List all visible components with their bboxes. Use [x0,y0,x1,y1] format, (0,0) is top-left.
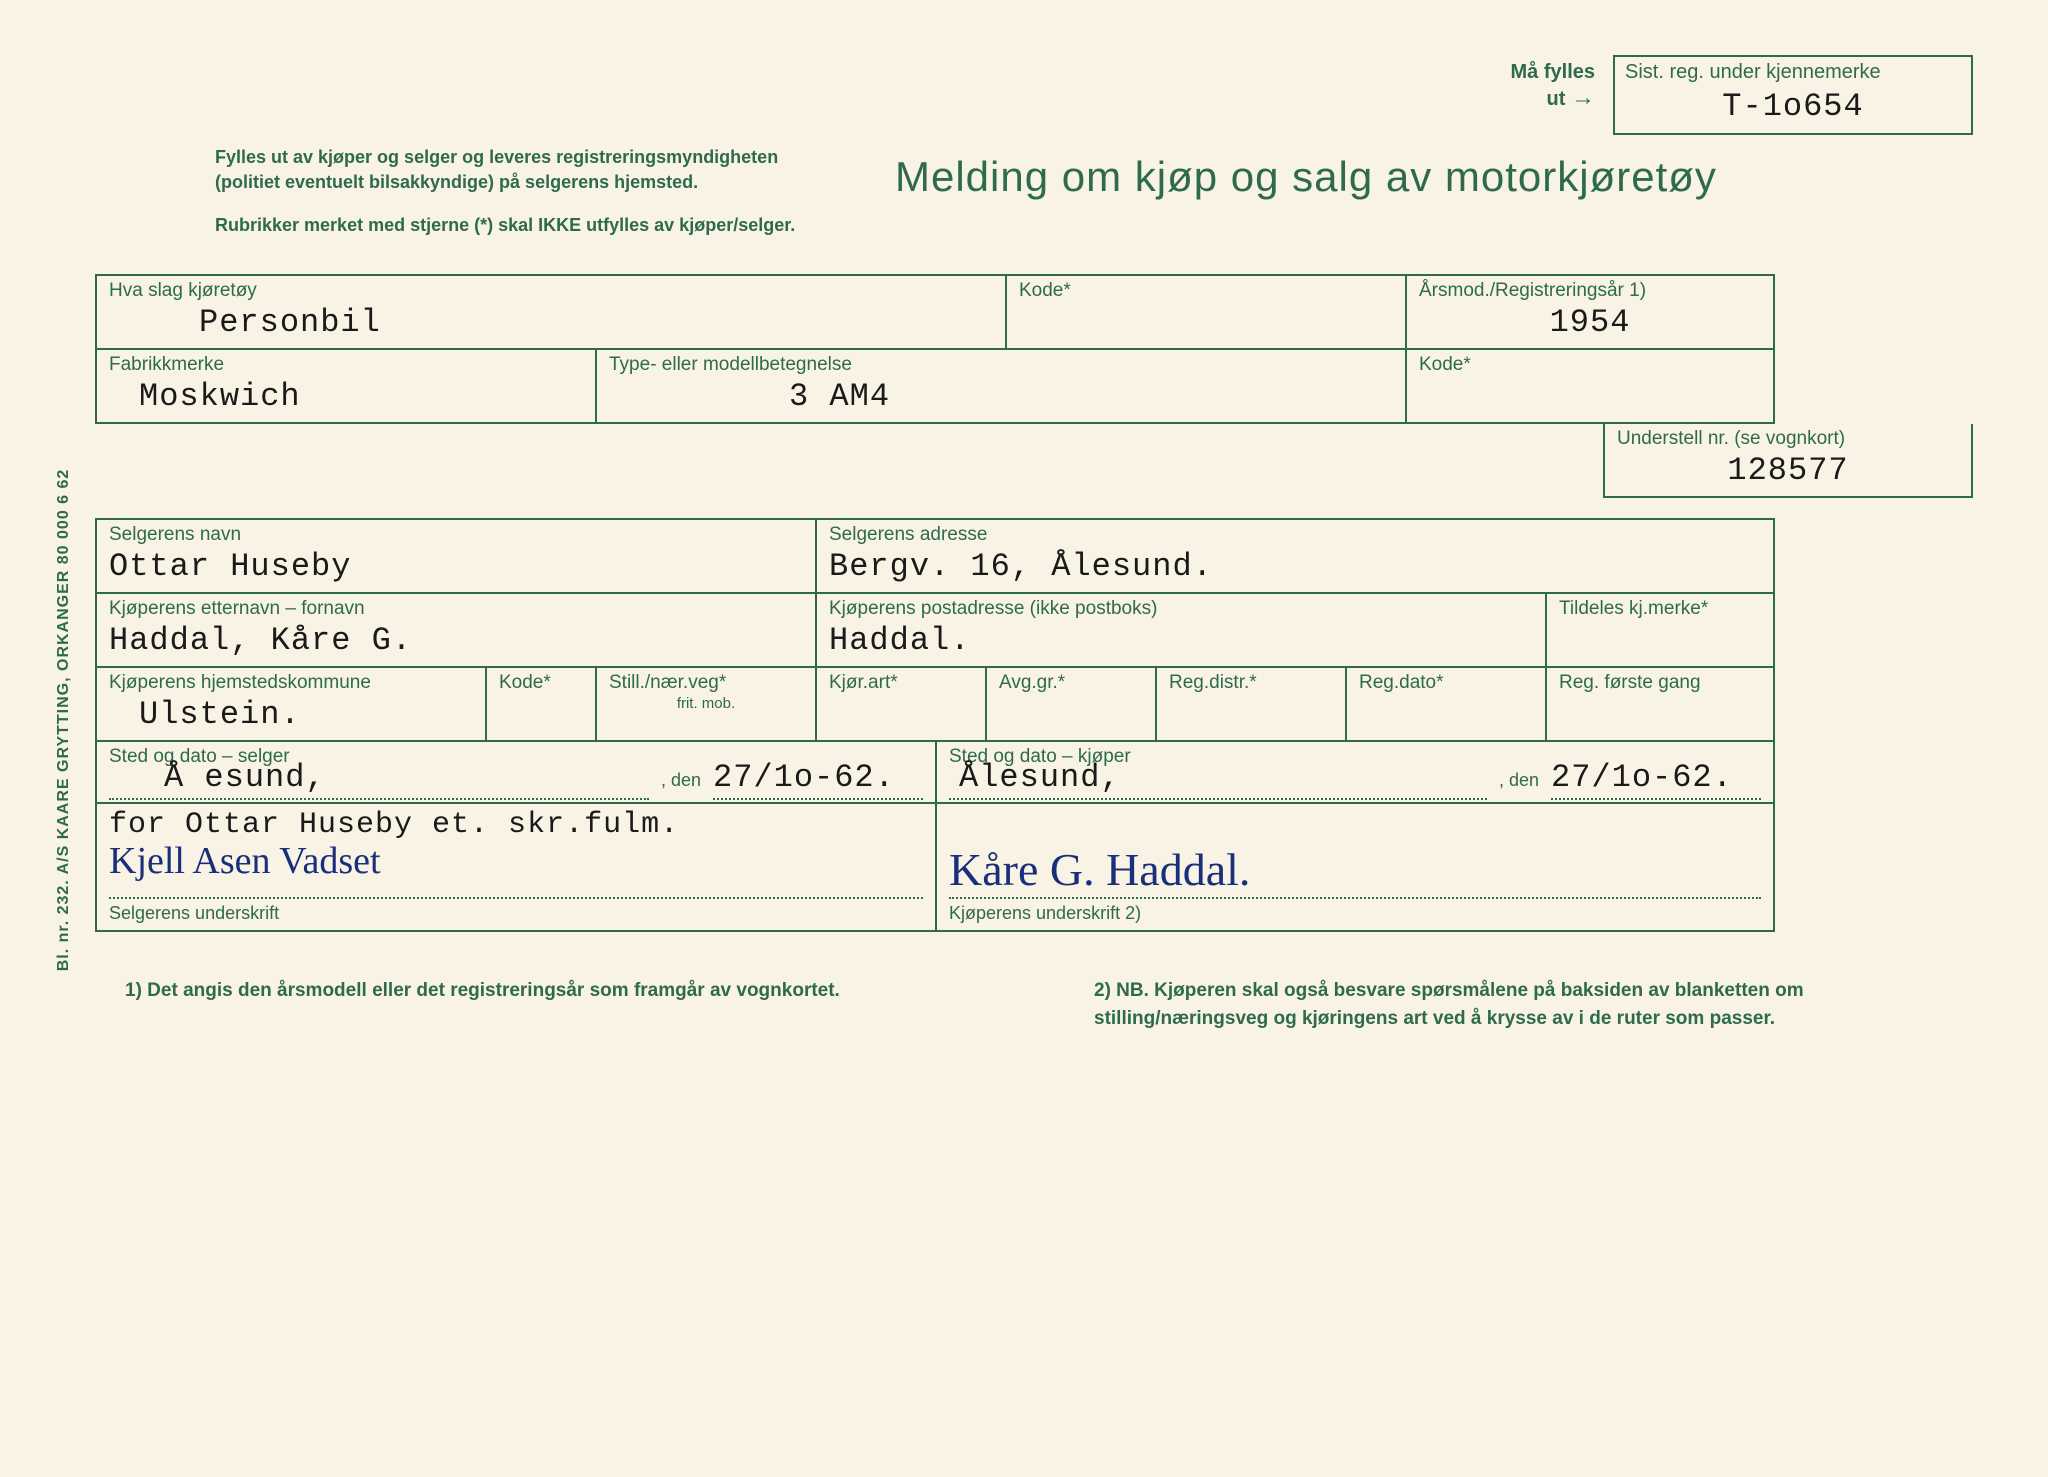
chassis-label: Understell nr. (se vognkort) [1617,428,1959,450]
buyer-sig-label: Kjøperens underskrift 2) [949,903,1761,924]
buyer-place: Ålesund, [949,759,1121,796]
instructions-p1: Fylles ut av kjøper og selger og leveres… [215,145,835,195]
kommune-label: Kjøperens hjemstedskommune [109,672,473,694]
seller-addr-label: Selgerens adresse [829,524,1761,546]
still-sub: frit. mob. [609,696,803,713]
kode1-label: Kode* [1019,280,1393,302]
avg-label: Avg.gr.* [999,672,1143,694]
registration-box: Sist. reg. under kjennemerke T-1o654 [1613,55,1973,135]
kode2-label: Kode* [1419,354,1761,376]
instructions: Fylles ut av kjøper og selger og leveres… [215,145,835,239]
regdato-label: Reg.dato* [1359,672,1533,694]
seller-addr-value: Bergv. 16, Ålesund. [829,548,1213,585]
row-buyer: Kjøperens etternavn – fornavn Haddal, Kå… [95,594,1973,668]
buyer-addr-label: Kjøperens postadresse (ikke postboks) [829,598,1533,620]
seller-date: 27/1o-62. [713,759,895,796]
ma-fylles-line2: ut [1547,88,1566,110]
year-label: Årsmod./Registreringsår 1) [1419,280,1761,302]
footnotes: 1) Det angis den årsmodell eller det reg… [95,977,1973,1034]
row-sted-dato: Sted og dato – selger Å esund, , den 27/… [95,742,1973,804]
seller-name-value: Ottar Huseby [109,548,351,585]
buyer-name-value: Haddal, Kåre G. [109,622,412,659]
side-print-text: Bl. nr. 232. A/S KAARE GRYTTING, ORKANGE… [55,469,73,972]
ma-fylles-line1: Må fylles [1511,61,1595,83]
form-title: Melding om kjøp og salg av motorkjøretøy [895,145,1973,239]
footnote-1: 1) Det angis den årsmodell eller det reg… [125,977,974,1034]
kommune-value: Ulstein. [139,696,301,733]
row-seller: Selgerens navn Ottar Huseby Selgerens ad… [95,518,1973,594]
seller-signature: Kjell Asen Vadset [109,842,923,880]
reg-value: T-1o654 [1625,88,1961,125]
seller-place: Å esund, [109,759,326,796]
regforste-label: Reg. første gang [1559,672,1761,694]
seller-name-label: Selgerens navn [109,524,803,546]
model-value: 3 AM4 [789,378,890,415]
top-right-area: Må fylles ut → Sist. reg. under kjenneme… [95,55,1973,135]
seller-sig-label: Selgerens underskrift [109,903,923,924]
still-label: Still./nær.veg* [609,672,803,694]
make-value: Moskwich [139,378,301,415]
type-value: Personbil [199,304,381,341]
chassis-value: 128577 [1727,452,1848,489]
footnote-2: 2) NB. Kjøperen skal også besvare spørsm… [1094,977,1943,1034]
row-kommune: Kjøperens hjemstedskommune Ulstein. Kode… [95,668,1973,742]
type-label: Hva slag kjøretøy [109,280,993,302]
buyer-date: 27/1o-62. [1551,759,1733,796]
ma-fylles-label: Må fylles ut → [1511,55,1595,112]
row-chassis: Understell nr. (se vognkort) 128577 [95,424,1973,498]
kode3-label: Kode* [499,672,583,694]
kjorart-label: Kjør.art* [829,672,973,694]
den-label-2: , den [1495,770,1543,791]
row-signatures: for Ottar Huseby et. skr.fulm. Kjell Ase… [95,804,1973,932]
buyer-addr-value: Haddal. [829,622,970,659]
buyer-signature: Kåre G. Haddal. [949,847,1250,893]
den-label-1: , den [657,770,705,791]
tildeles-label: Tildeles kj.merke* [1559,598,1761,620]
model-label: Type- eller modellbetegnelse [609,354,1393,376]
make-label: Fabrikkmerke [109,354,583,376]
document-page: Bl. nr. 232. A/S KAARE GRYTTING, ORKANGE… [0,0,2048,1477]
header-row: Fylles ut av kjøper og selger og leveres… [95,145,1973,239]
year-value: 1954 [1550,304,1631,341]
row-vehicle-type: Hva slag kjøretøy Personbil Kode* Årsmod… [95,274,1973,350]
form-area: Hva slag kjøretøy Personbil Kode* Årsmod… [95,274,1973,932]
instructions-p2: Rubrikker merket med stjerne (*) skal IK… [215,213,835,238]
arrow-icon: → [1571,84,1595,111]
reg-label: Sist. reg. under kjennemerke [1625,61,1961,84]
buyer-name-label: Kjøperens etternavn – fornavn [109,598,803,620]
row-make-model: Fabrikkmerke Moskwich Type- eller modell… [95,350,1973,424]
seller-sig-typed: for Ottar Huseby et. skr.fulm. [109,808,923,842]
regdistr-label: Reg.distr.* [1169,672,1333,694]
